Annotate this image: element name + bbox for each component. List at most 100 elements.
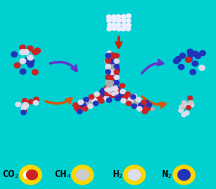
Circle shape <box>27 170 37 180</box>
Circle shape <box>110 93 115 97</box>
Circle shape <box>21 106 26 110</box>
Circle shape <box>32 70 38 75</box>
Circle shape <box>199 65 205 70</box>
Circle shape <box>77 109 82 114</box>
Circle shape <box>85 100 91 105</box>
Circle shape <box>192 51 198 56</box>
Circle shape <box>33 101 38 105</box>
Text: CH$_4$: CH$_4$ <box>54 169 71 181</box>
Text: N$_2$: N$_2$ <box>161 169 173 181</box>
Circle shape <box>121 99 126 103</box>
Circle shape <box>22 108 26 113</box>
Circle shape <box>114 86 119 90</box>
Circle shape <box>125 92 130 96</box>
Circle shape <box>109 88 113 91</box>
Circle shape <box>127 14 131 18</box>
Circle shape <box>105 88 108 91</box>
Circle shape <box>88 104 93 108</box>
Circle shape <box>182 103 186 107</box>
Circle shape <box>107 19 111 22</box>
Circle shape <box>116 95 119 98</box>
Circle shape <box>135 105 139 108</box>
Circle shape <box>192 61 198 66</box>
Circle shape <box>29 59 34 64</box>
Circle shape <box>128 170 140 180</box>
Circle shape <box>23 58 29 63</box>
Circle shape <box>114 89 119 93</box>
Circle shape <box>99 92 103 95</box>
Circle shape <box>121 27 125 31</box>
Circle shape <box>124 96 128 99</box>
Circle shape <box>122 15 126 19</box>
Circle shape <box>116 15 121 19</box>
Circle shape <box>72 165 93 184</box>
Circle shape <box>136 98 141 102</box>
Circle shape <box>107 51 111 54</box>
Circle shape <box>127 101 131 105</box>
Circle shape <box>116 89 120 92</box>
Circle shape <box>117 92 123 97</box>
Circle shape <box>112 18 116 22</box>
Circle shape <box>185 104 190 108</box>
Circle shape <box>89 95 94 99</box>
Circle shape <box>187 49 193 54</box>
Circle shape <box>26 60 32 65</box>
Circle shape <box>120 89 125 94</box>
Circle shape <box>110 93 114 97</box>
Circle shape <box>109 58 115 64</box>
Circle shape <box>115 97 120 101</box>
Circle shape <box>182 101 186 105</box>
Circle shape <box>187 103 191 107</box>
Circle shape <box>116 68 119 72</box>
Circle shape <box>80 103 86 108</box>
Circle shape <box>182 113 186 117</box>
Circle shape <box>189 103 194 107</box>
Circle shape <box>112 15 116 19</box>
Circle shape <box>200 51 205 56</box>
Circle shape <box>85 106 89 110</box>
Circle shape <box>20 45 25 50</box>
Circle shape <box>110 89 115 93</box>
Circle shape <box>114 86 117 89</box>
Circle shape <box>109 64 115 69</box>
Circle shape <box>83 100 86 103</box>
Circle shape <box>189 101 193 105</box>
Circle shape <box>20 69 26 74</box>
Circle shape <box>106 86 110 90</box>
Circle shape <box>112 89 118 95</box>
Circle shape <box>110 86 113 89</box>
Circle shape <box>106 83 111 88</box>
Circle shape <box>106 75 110 79</box>
Circle shape <box>27 46 33 51</box>
Circle shape <box>109 69 115 74</box>
Circle shape <box>109 85 115 91</box>
Circle shape <box>113 86 117 89</box>
Circle shape <box>128 95 132 99</box>
Circle shape <box>96 95 102 100</box>
Circle shape <box>78 100 83 104</box>
Circle shape <box>104 86 109 91</box>
Circle shape <box>145 101 149 104</box>
Circle shape <box>99 99 103 103</box>
Circle shape <box>91 98 97 103</box>
Circle shape <box>112 88 115 90</box>
Circle shape <box>173 165 195 184</box>
Circle shape <box>186 106 191 109</box>
Circle shape <box>106 81 110 85</box>
Circle shape <box>185 111 189 115</box>
Circle shape <box>20 165 41 184</box>
Circle shape <box>20 50 25 55</box>
Circle shape <box>109 72 113 75</box>
Circle shape <box>96 96 100 99</box>
Circle shape <box>128 98 134 103</box>
Circle shape <box>14 63 20 68</box>
Circle shape <box>104 96 109 100</box>
Circle shape <box>114 88 119 92</box>
Circle shape <box>123 95 129 100</box>
Circle shape <box>112 23 116 27</box>
Circle shape <box>133 100 139 105</box>
Circle shape <box>75 106 81 111</box>
Circle shape <box>105 91 110 96</box>
Circle shape <box>195 54 201 59</box>
Circle shape <box>115 87 120 91</box>
